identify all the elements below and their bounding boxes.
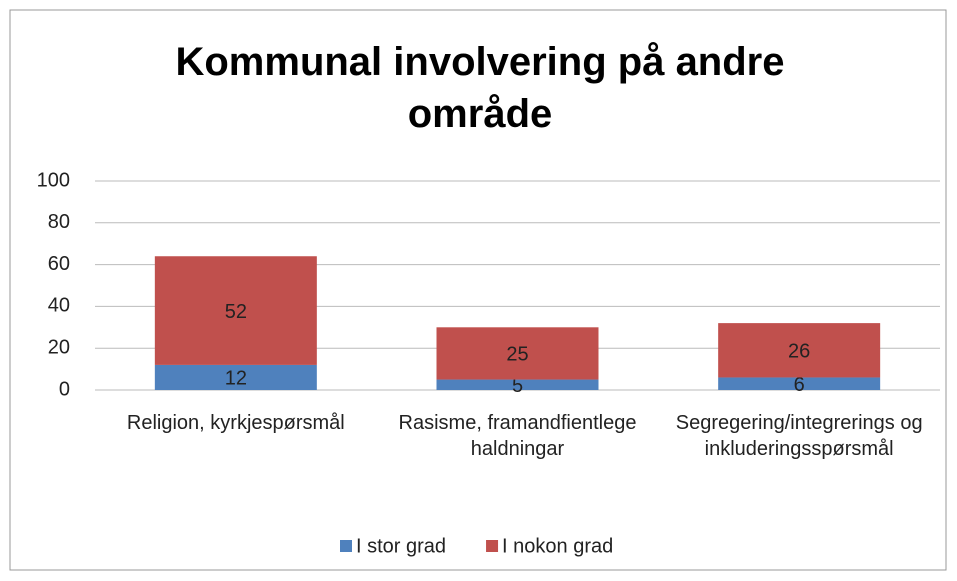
data-label: 6 (794, 374, 805, 396)
bar-segment (718, 377, 881, 390)
y-tick-label: 60 (48, 253, 70, 275)
data-label: 5 (512, 375, 523, 397)
y-tick-label: 0 (59, 378, 70, 400)
legend-swatch (486, 540, 499, 552)
chart-title: Kommunal involvering på andre område (175, 40, 785, 136)
bar-segment (436, 327, 599, 380)
x-tick-label: Rasisme, framandfientlege haldningar (398, 412, 637, 460)
legend-swatch (340, 540, 352, 552)
y-tick-label: 20 (48, 336, 70, 358)
y-tick-label: 100 (37, 169, 70, 191)
data-label: 12 (225, 368, 247, 390)
data-label: 26 (788, 341, 810, 363)
bar-segment (154, 256, 317, 365)
legend-label: I nokon grad (502, 535, 613, 557)
data-label: 52 (225, 301, 247, 323)
data-label: 25 (506, 344, 528, 366)
bar-segment (436, 379, 599, 390)
bar-segment (154, 364, 317, 390)
legend-label: I stor grad (356, 535, 446, 557)
y-tick-label: 80 (48, 211, 70, 233)
bar-segment (718, 323, 881, 378)
x-tick-label: Segregering/integrerings og inkluderings… (675, 412, 923, 460)
x-tick-label: Religion, kyrkjespørsmål (126, 412, 345, 434)
y-tick-label: 40 (48, 295, 70, 317)
